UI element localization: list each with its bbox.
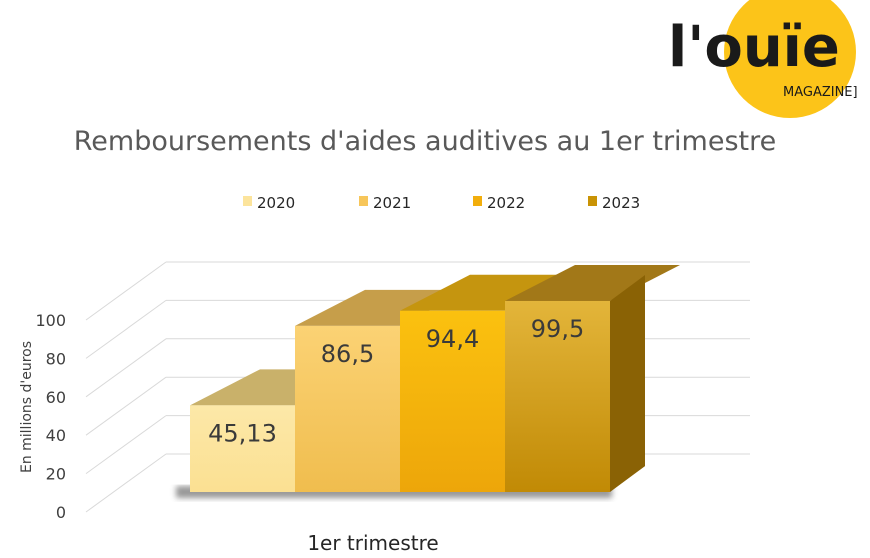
gridline-depth [85,415,167,475]
gridline-depth [85,453,167,513]
legend-label: 2023 [602,194,640,212]
legend-label: 2022 [487,194,525,212]
bar-front [400,310,505,492]
y-tick-label: 100 [35,311,66,330]
y-tick-label: 20 [46,465,66,484]
gridline-depth [85,338,167,398]
chart-title: Remboursements d'aides auditives au 1er … [74,126,777,157]
y-tick-label: 80 [46,349,66,368]
x-category-label: 1er trimestre [307,531,438,555]
logo-sub: MAGAZINE] [783,85,858,100]
data-label: 99,5 [531,315,584,343]
y-tick-label: 0 [56,503,66,522]
bar-front [505,300,610,492]
bar-side [610,275,645,492]
gridline-depth [85,261,167,321]
logo-circle [724,0,856,118]
y-tick-label: 40 [46,426,66,445]
data-label: 86,5 [321,340,374,368]
y-tick-label: 60 [46,388,66,407]
data-label: 94,4 [426,325,479,353]
bar-2023: 99,5 [505,264,680,492]
legend-label: 2021 [373,194,411,212]
logo-brand: l'ouïe [668,15,840,80]
legend-label: 2020 [257,194,295,212]
bar-top [505,264,680,301]
bar-2022: 94,4 [400,274,575,492]
y-axis-label: En millions d'euros [19,341,35,473]
bar-2020: 45,13 [190,369,365,492]
y-axis: 0 20 40 60 80 100 [35,311,66,522]
legend: 2020 2021 2022 2023 [243,194,640,212]
logo: l'ouïe MAGAZINE] [668,0,858,118]
data-label: 45,13 [208,419,277,447]
bar-top [400,274,575,311]
legend-swatch [473,196,482,206]
gridline-depth [85,376,167,436]
gridline-depth [85,299,167,359]
bar-front [190,405,295,492]
legend-swatch [588,196,597,206]
legend-swatch [243,196,252,206]
legend-swatch [359,196,368,206]
bar-front [295,325,400,492]
bars: 45,13 86,5 94,4 99,5 [190,264,680,492]
